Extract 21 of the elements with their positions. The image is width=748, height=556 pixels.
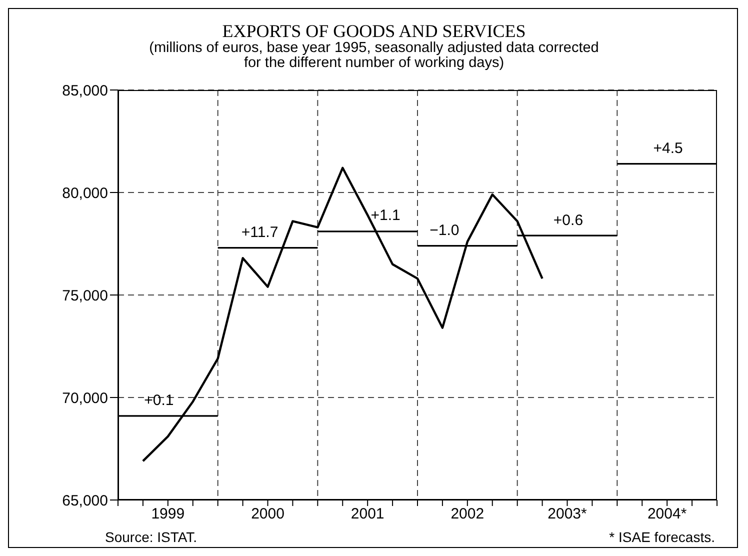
annotation: +1.1 [370,207,402,224]
y-tick-label: 80,000 [62,184,108,202]
y-tick-label: 70,000 [62,390,108,407]
x-tick-label: 2003* [548,506,588,523]
annotation: +4.5 [652,140,684,157]
y-tick-label: 65,000 [62,492,108,510]
source-note: Source: ISTAT. [105,529,198,545]
x-tick-label: 2001 [350,506,384,523]
x-tick-label: 2004* [647,506,687,523]
y-tick-label: 75,000 [62,287,108,304]
chart-title: EXPORTS OF GOODS AND SERVICES [221,21,527,42]
x-tick-label: 2002 [450,506,484,523]
y-tick-label: 85,000 [62,82,108,100]
annotation: +0.1 [143,392,175,409]
annotation: −1.0 [428,222,460,239]
x-tick-label: 1999 [151,506,185,523]
chart-subtitle: (millions of euros, base year 1995, seasonally adjusted data corrected for the different number of working days) [148,40,600,71]
text: * ISAE forecasts. [609,529,715,545]
annotation: +0.6 [552,212,584,229]
annotation: +11.7 [240,224,280,241]
x-tick-label: 2000 [251,506,284,523]
